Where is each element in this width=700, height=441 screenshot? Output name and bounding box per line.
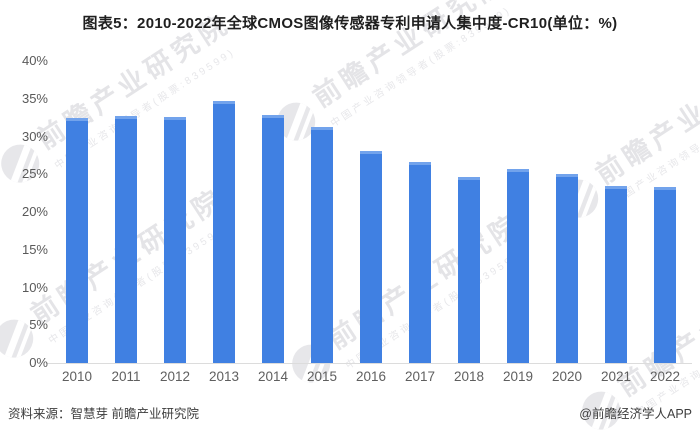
x-axis-tick-label: 2010 — [61, 369, 93, 384]
bar-2018 — [458, 177, 480, 363]
y-axis-tick-label: 0% — [29, 355, 48, 370]
y-axis-tick-label: 20% — [21, 204, 48, 219]
chart-title: 图表5：2010-2022年全球CMOS图像传感器专利申请人集中度-CR10(单… — [82, 15, 618, 32]
x-axis-tick-label: 2017 — [404, 369, 436, 384]
x-axis-tick-label: 2013 — [208, 369, 240, 384]
x-axis-tick-label: 2012 — [159, 369, 191, 384]
bar-2017 — [409, 162, 431, 363]
x-axis-tick-label: 2021 — [600, 369, 632, 384]
y-axis-tick-label: 25% — [21, 166, 48, 182]
bar-2016 — [360, 150, 382, 363]
bar-2013 — [213, 101, 235, 363]
x-axis-tick-label: 2014 — [257, 369, 289, 384]
x-axis-tick-label: 2015 — [306, 369, 338, 384]
x-axis-tick-label: 2018 — [453, 369, 485, 384]
app-credit: @前瞻经济学人APP — [579, 407, 692, 421]
x-axis-tick-label: 2011 — [111, 369, 141, 384]
bar-2012 — [164, 116, 186, 363]
bar-2011 — [115, 116, 137, 363]
bar-2014 — [262, 115, 284, 363]
y-axis-tick-label: 10% — [21, 279, 48, 295]
bar-2022 — [654, 187, 676, 363]
x-axis-line — [46, 362, 692, 364]
y-axis-tick-label: 30% — [21, 128, 48, 144]
y-axis-tick-label: 15% — [21, 241, 48, 257]
bar-2020 — [556, 174, 578, 363]
bar-2010 — [66, 118, 88, 363]
source-note: 资料来源：智慧芽 前瞻产业研究院 — [8, 407, 199, 421]
x-axis-tick-label: 2016 — [355, 369, 387, 384]
x-axis-tick-label: 2022 — [649, 369, 681, 384]
x-axis-tick-label: 2019 — [502, 369, 534, 384]
y-axis-tick-label: 35% — [21, 90, 48, 106]
footer: 资料来源：智慧芽 前瞻产业研究院 @前瞻经济学人APP — [0, 403, 700, 422]
y-axis-tick-label: 5% — [29, 317, 48, 333]
x-axis-tick-label: 2020 — [551, 369, 583, 384]
bar-2015 — [311, 126, 333, 363]
y-axis-tick-label: 40% — [21, 53, 48, 68]
bar-2019 — [507, 168, 529, 363]
bar-2021 — [605, 185, 627, 363]
